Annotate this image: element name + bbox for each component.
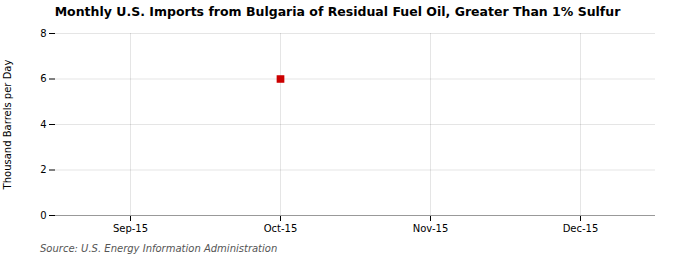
svg-text:Nov-15: Nov-15 xyxy=(413,223,449,234)
svg-text:4: 4 xyxy=(40,119,46,130)
svg-text:Thousand Barrels per Day: Thousand Barrels per Day xyxy=(2,60,13,191)
svg-text:Dec-15: Dec-15 xyxy=(563,223,599,234)
svg-text:8: 8 xyxy=(40,28,46,39)
svg-text:6: 6 xyxy=(40,73,46,84)
svg-text:Sep-15: Sep-15 xyxy=(113,223,148,234)
svg-text:0: 0 xyxy=(40,210,46,221)
html-text:Source: U.S. Energy Informatio: Source: U.S. Energy Information Administ… xyxy=(40,243,278,254)
svg-text:2: 2 xyxy=(40,164,46,175)
html-text:Monthly U.S. Imports from Bulg: Monthly U.S. Imports from Bulgaria of Re… xyxy=(54,4,621,19)
svg-text:Oct-15: Oct-15 xyxy=(264,223,298,234)
